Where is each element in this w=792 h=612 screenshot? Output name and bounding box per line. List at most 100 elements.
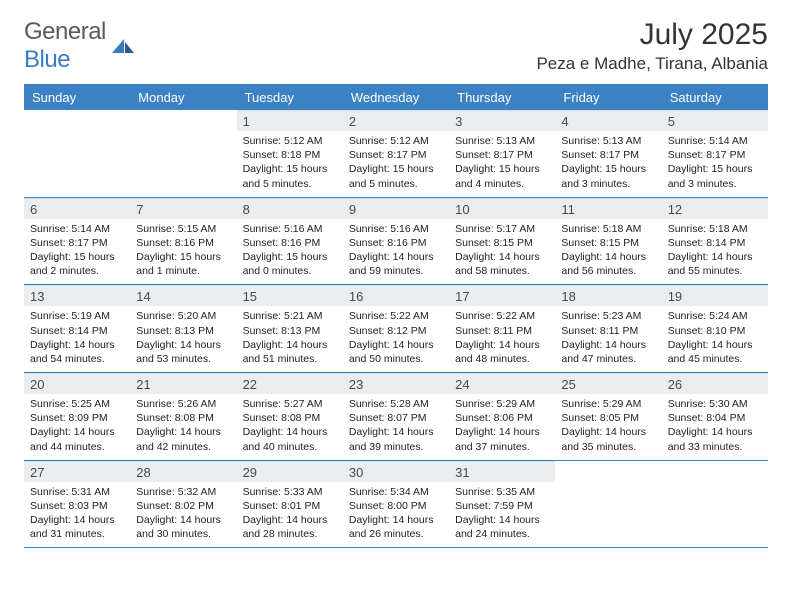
location-subtitle: Peza e Madhe, Tirana, Albania bbox=[536, 54, 768, 74]
weekday-header: Thursday bbox=[449, 84, 555, 110]
daylight-text: Daylight: 14 hours and 59 minutes. bbox=[349, 250, 443, 278]
day-cell: 12Sunrise: 5:18 AMSunset: 8:14 PMDayligh… bbox=[662, 198, 768, 285]
day-body: Sunrise: 5:30 AMSunset: 8:04 PMDaylight:… bbox=[662, 394, 768, 460]
daylight-text: Daylight: 15 hours and 2 minutes. bbox=[30, 250, 124, 278]
sunset-text: Sunset: 8:02 PM bbox=[136, 499, 230, 513]
day-cell: 6Sunrise: 5:14 AMSunset: 8:17 PMDaylight… bbox=[24, 198, 130, 285]
day-number: 31 bbox=[449, 461, 555, 482]
day-body: Sunrise: 5:34 AMSunset: 8:00 PMDaylight:… bbox=[343, 482, 449, 548]
daylight-text: Daylight: 14 hours and 40 minutes. bbox=[243, 425, 337, 453]
day-number: 26 bbox=[662, 373, 768, 394]
week-row: 27Sunrise: 5:31 AMSunset: 8:03 PMDayligh… bbox=[24, 461, 768, 549]
week-row: 13Sunrise: 5:19 AMSunset: 8:14 PMDayligh… bbox=[24, 285, 768, 373]
daylight-text: Daylight: 14 hours and 55 minutes. bbox=[668, 250, 762, 278]
sunrise-text: Sunrise: 5:23 AM bbox=[561, 309, 655, 323]
logo-text-general: General bbox=[24, 18, 106, 45]
sunset-text: Sunset: 8:18 PM bbox=[243, 148, 337, 162]
sunrise-text: Sunrise: 5:19 AM bbox=[30, 309, 124, 323]
sunrise-text: Sunrise: 5:14 AM bbox=[668, 134, 762, 148]
day-body: Sunrise: 5:15 AMSunset: 8:16 PMDaylight:… bbox=[130, 219, 236, 285]
weekday-header: Tuesday bbox=[237, 84, 343, 110]
day-cell: 4Sunrise: 5:13 AMSunset: 8:17 PMDaylight… bbox=[555, 110, 661, 197]
day-body: Sunrise: 5:29 AMSunset: 8:06 PMDaylight:… bbox=[449, 394, 555, 460]
daylight-text: Daylight: 14 hours and 56 minutes. bbox=[561, 250, 655, 278]
sunrise-text: Sunrise: 5:12 AM bbox=[243, 134, 337, 148]
sunset-text: Sunset: 7:59 PM bbox=[455, 499, 549, 513]
day-body: Sunrise: 5:35 AMSunset: 7:59 PMDaylight:… bbox=[449, 482, 555, 548]
sunset-text: Sunset: 8:17 PM bbox=[455, 148, 549, 162]
sunrise-text: Sunrise: 5:24 AM bbox=[668, 309, 762, 323]
day-cell: 15Sunrise: 5:21 AMSunset: 8:13 PMDayligh… bbox=[237, 285, 343, 372]
day-body: Sunrise: 5:19 AMSunset: 8:14 PMDaylight:… bbox=[24, 306, 130, 372]
day-body: Sunrise: 5:24 AMSunset: 8:10 PMDaylight:… bbox=[662, 306, 768, 372]
daylight-text: Daylight: 14 hours and 30 minutes. bbox=[136, 513, 230, 541]
day-body: Sunrise: 5:13 AMSunset: 8:17 PMDaylight:… bbox=[449, 131, 555, 197]
sunrise-text: Sunrise: 5:16 AM bbox=[349, 222, 443, 236]
month-title: July 2025 bbox=[536, 18, 768, 52]
day-number: 1 bbox=[237, 110, 343, 131]
sunset-text: Sunset: 8:03 PM bbox=[30, 499, 124, 513]
day-cell bbox=[662, 461, 768, 548]
week-row: 6Sunrise: 5:14 AMSunset: 8:17 PMDaylight… bbox=[24, 198, 768, 286]
day-cell: 16Sunrise: 5:22 AMSunset: 8:12 PMDayligh… bbox=[343, 285, 449, 372]
day-number: 10 bbox=[449, 198, 555, 219]
day-number: 24 bbox=[449, 373, 555, 394]
sunrise-text: Sunrise: 5:22 AM bbox=[455, 309, 549, 323]
sunrise-text: Sunrise: 5:12 AM bbox=[349, 134, 443, 148]
day-number: 27 bbox=[24, 461, 130, 482]
day-number: 18 bbox=[555, 285, 661, 306]
day-number: 8 bbox=[237, 198, 343, 219]
daylight-text: Daylight: 14 hours and 33 minutes. bbox=[668, 425, 762, 453]
day-cell: 31Sunrise: 5:35 AMSunset: 7:59 PMDayligh… bbox=[449, 461, 555, 548]
sunrise-text: Sunrise: 5:33 AM bbox=[243, 485, 337, 499]
sunrise-text: Sunrise: 5:13 AM bbox=[455, 134, 549, 148]
sunset-text: Sunset: 8:07 PM bbox=[349, 411, 443, 425]
day-body: Sunrise: 5:23 AMSunset: 8:11 PMDaylight:… bbox=[555, 306, 661, 372]
day-cell bbox=[24, 110, 130, 197]
day-number: 30 bbox=[343, 461, 449, 482]
sunset-text: Sunset: 8:13 PM bbox=[243, 324, 337, 338]
day-cell: 23Sunrise: 5:28 AMSunset: 8:07 PMDayligh… bbox=[343, 373, 449, 460]
daylight-text: Daylight: 15 hours and 5 minutes. bbox=[349, 162, 443, 190]
day-cell: 10Sunrise: 5:17 AMSunset: 8:15 PMDayligh… bbox=[449, 198, 555, 285]
daylight-text: Daylight: 15 hours and 3 minutes. bbox=[668, 162, 762, 190]
week-row: 1Sunrise: 5:12 AMSunset: 8:18 PMDaylight… bbox=[24, 110, 768, 198]
day-cell: 29Sunrise: 5:33 AMSunset: 8:01 PMDayligh… bbox=[237, 461, 343, 548]
day-cell: 30Sunrise: 5:34 AMSunset: 8:00 PMDayligh… bbox=[343, 461, 449, 548]
sunset-text: Sunset: 8:08 PM bbox=[243, 411, 337, 425]
sunset-text: Sunset: 8:15 PM bbox=[561, 236, 655, 250]
sunrise-text: Sunrise: 5:31 AM bbox=[30, 485, 124, 499]
sunset-text: Sunset: 8:17 PM bbox=[30, 236, 124, 250]
day-cell: 20Sunrise: 5:25 AMSunset: 8:09 PMDayligh… bbox=[24, 373, 130, 460]
sunset-text: Sunset: 8:16 PM bbox=[349, 236, 443, 250]
calendar-grid: Sunday Monday Tuesday Wednesday Thursday… bbox=[24, 84, 768, 548]
daylight-text: Daylight: 15 hours and 1 minute. bbox=[136, 250, 230, 278]
day-cell: 19Sunrise: 5:24 AMSunset: 8:10 PMDayligh… bbox=[662, 285, 768, 372]
day-number: 5 bbox=[662, 110, 768, 131]
sunrise-text: Sunrise: 5:13 AM bbox=[561, 134, 655, 148]
day-cell: 11Sunrise: 5:18 AMSunset: 8:15 PMDayligh… bbox=[555, 198, 661, 285]
day-number: 16 bbox=[343, 285, 449, 306]
sunrise-text: Sunrise: 5:25 AM bbox=[30, 397, 124, 411]
day-body: Sunrise: 5:22 AMSunset: 8:11 PMDaylight:… bbox=[449, 306, 555, 372]
daylight-text: Daylight: 14 hours and 39 minutes. bbox=[349, 425, 443, 453]
daylight-text: Daylight: 14 hours and 31 minutes. bbox=[30, 513, 124, 541]
weekday-header: Sunday bbox=[24, 84, 130, 110]
daylight-text: Daylight: 14 hours and 54 minutes. bbox=[30, 338, 124, 366]
day-number: 6 bbox=[24, 198, 130, 219]
sunset-text: Sunset: 8:11 PM bbox=[561, 324, 655, 338]
sunrise-text: Sunrise: 5:35 AM bbox=[455, 485, 549, 499]
daylight-text: Daylight: 14 hours and 53 minutes. bbox=[136, 338, 230, 366]
day-number: 29 bbox=[237, 461, 343, 482]
daylight-text: Daylight: 14 hours and 24 minutes. bbox=[455, 513, 549, 541]
sail-icon bbox=[110, 37, 136, 55]
day-body: Sunrise: 5:16 AMSunset: 8:16 PMDaylight:… bbox=[237, 219, 343, 285]
sunset-text: Sunset: 8:00 PM bbox=[349, 499, 443, 513]
day-body: Sunrise: 5:13 AMSunset: 8:17 PMDaylight:… bbox=[555, 131, 661, 197]
sunrise-text: Sunrise: 5:20 AM bbox=[136, 309, 230, 323]
sunset-text: Sunset: 8:09 PM bbox=[30, 411, 124, 425]
sunrise-text: Sunrise: 5:30 AM bbox=[668, 397, 762, 411]
sunset-text: Sunset: 8:10 PM bbox=[668, 324, 762, 338]
sunset-text: Sunset: 8:12 PM bbox=[349, 324, 443, 338]
sunset-text: Sunset: 8:17 PM bbox=[668, 148, 762, 162]
